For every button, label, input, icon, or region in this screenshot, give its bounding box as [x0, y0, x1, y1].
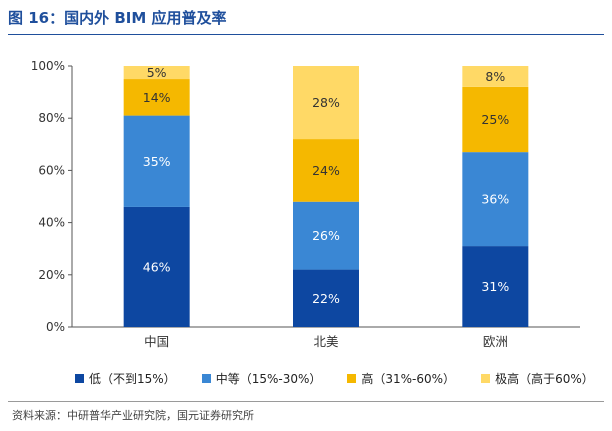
data-label: 24% — [312, 163, 340, 178]
data-label: 46% — [143, 259, 171, 274]
data-label: 28% — [312, 95, 340, 110]
y-tick-label: 0% — [46, 320, 65, 334]
data-label: 31% — [481, 279, 509, 294]
bar-segment — [293, 139, 359, 202]
data-label: 14% — [143, 90, 171, 105]
data-label: 5% — [147, 65, 167, 80]
y-tick-label: 20% — [38, 268, 65, 282]
data-label: 25% — [481, 112, 509, 127]
bar-segment — [123, 66, 190, 80]
bar-segment — [293, 201, 359, 270]
legend-label: 低（不到15%） — [89, 372, 176, 386]
bar-segment — [462, 66, 529, 87]
legend-swatch — [75, 374, 84, 383]
legend-item: 中等（15%-30%） — [201, 370, 322, 387]
data-label: 36% — [481, 192, 509, 207]
source-note: 资料来源：中研普华产业研究院，国元证券研究所 — [12, 409, 254, 422]
legend-item: 低（不到15%） — [75, 370, 176, 387]
y-tick-label: 80% — [38, 111, 65, 125]
legend-item: 极高（高于60%） — [481, 370, 594, 387]
bar-segment — [123, 115, 190, 207]
bar-segment — [462, 246, 529, 327]
bar-segment — [293, 66, 359, 140]
data-label: 8% — [485, 69, 505, 84]
stacked-bar-chart: 0% 20% 40% 60% 80% 100% 46% 35% 14% 5% 中国 22% 26% 24%… — [31, 59, 580, 349]
chart-title: 图 16：国内外 BIM 应用普及率 — [8, 9, 227, 27]
x-tick-label: 中国 — [144, 334, 169, 349]
legend-item: 高（31%-60%） — [347, 370, 455, 387]
y-tick-label: 60% — [38, 163, 65, 177]
title-divider — [8, 34, 604, 35]
legend-swatch — [347, 374, 357, 383]
x-tick-label: 北美 — [313, 334, 338, 349]
legend: 低（不到15%） 中等（15%-30%） 高（31%-60%） 极高（高于60%） — [75, 370, 594, 387]
y-tick-label: 40% — [38, 216, 65, 230]
bar-segment — [462, 152, 529, 247]
bar-segment — [123, 79, 190, 116]
y-tick-label: 100% — [31, 59, 65, 73]
data-label: 26% — [312, 228, 340, 243]
legend-swatch — [201, 374, 211, 383]
bar-segment — [293, 269, 359, 327]
data-label: 22% — [312, 291, 340, 306]
legend-label: 极高（高于60%） — [495, 372, 594, 386]
x-tick-label: 欧洲 — [483, 334, 508, 349]
legend-label: 中等（15%-30%） — [215, 372, 322, 386]
data-label: 35% — [143, 154, 171, 169]
legend-swatch — [481, 374, 491, 383]
bar-segment — [462, 86, 529, 153]
legend-label: 高（31%-60%） — [361, 372, 456, 386]
source-divider — [8, 401, 604, 402]
bar-segment — [123, 206, 190, 327]
